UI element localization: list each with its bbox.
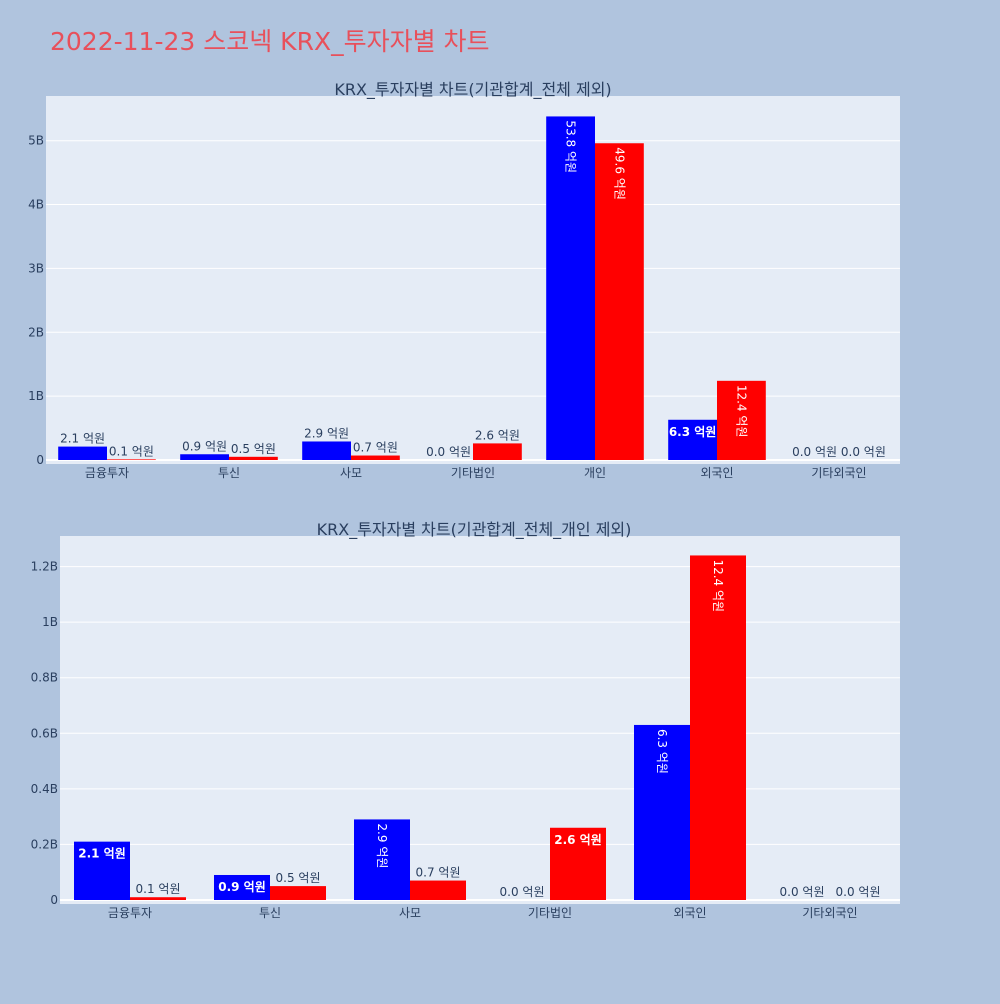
x-tick-label: 금융투자 [85,466,129,480]
x-tick-label: 개인 [584,466,606,480]
data-label: 0.1 억원 [136,882,181,896]
y-tick-label: 1.2B [31,560,58,574]
bar[interactable] [546,116,595,460]
x-tick-label: 기타외국인 [811,466,866,480]
x-tick-label: 사모 [399,906,421,920]
plot-area [60,536,900,904]
data-label: 12.4 억원 [711,559,725,612]
y-tick-label: 0 [36,453,44,467]
bar[interactable] [107,459,156,460]
bar[interactable] [473,443,522,460]
bar[interactable] [302,441,351,460]
bar[interactable] [595,143,644,460]
data-label: 12.4 억원 [734,385,748,438]
data-label: 0.0 억원 [780,885,825,899]
bar[interactable] [214,874,270,900]
y-tick-label: 1B [42,615,58,629]
data-label: 0.0 억원 [426,445,471,459]
x-tick-label: 사모 [340,466,362,480]
bar[interactable] [229,456,278,460]
x-tick-label: 외국인 [673,906,706,920]
y-tick-label: 4B [28,198,44,212]
data-label: 2.6 억원 [554,833,602,847]
y-tick-label: 0.8B [31,671,58,685]
y-tick-label: 3B [28,261,44,275]
y-tick-label: 0 [50,893,58,907]
bar[interactable] [74,841,130,900]
bar[interactable] [354,819,410,900]
bar[interactable] [550,827,606,900]
data-label: 0.7 억원 [353,441,398,455]
plot-area [46,96,900,464]
chart-1: KRX_투자자별 차트(기관합계_전체 제외) 0 1B 2B 3B 4B 5B 금융투자 투… [28,80,900,480]
x-tick-label: 투신 [218,466,240,480]
chart-title: KRX_투자자별 차트(기관합계_전체_개인 제외) [317,520,632,540]
bar[interactable] [668,419,717,460]
page-title: 2022-11-23 스코넥 KRX_투자자별 차트 [50,27,490,56]
bar[interactable] [410,880,466,900]
data-label: 2.9 억원 [375,823,389,868]
data-label: 0.0 억원 [836,885,881,899]
chart-2: KRX_투자자별 차트(기관합계_전체_개인 제외) 0 0.2B 0.4B 0.6B… [31,520,900,920]
bar[interactable] [717,380,766,460]
data-label: 0.5 억원 [276,871,321,885]
y-tick-label: 1B [28,389,44,403]
bar[interactable] [690,555,746,900]
data-label: 0.0 억원 [841,445,886,459]
x-tick-label: 기타법인 [528,906,572,920]
bar[interactable] [351,455,400,460]
y-tick-label: 5B [28,134,44,148]
data-label: 2.1 억원 [60,432,105,446]
x-tick-label: 투신 [259,906,281,920]
bar[interactable] [634,724,690,900]
chart-title: KRX_투자자별 차트(기관합계_전체 제외) [334,80,611,100]
bar[interactable] [270,886,326,900]
bar[interactable] [130,897,186,900]
data-label: 49.6 억원 [612,147,626,200]
data-label: 2.6 억원 [475,428,520,442]
bar[interactable] [58,446,107,460]
y-tick-label: 0.2B [31,837,58,851]
bar[interactable] [180,454,229,460]
data-label: 0.7 억원 [416,866,461,880]
y-tick-label: 2B [28,325,44,339]
data-label: 0.5 억원 [231,442,276,456]
data-label: 6.3 억원 [669,425,717,439]
data-label: 53.8 억원 [564,120,578,173]
data-label: 0.0 억원 [792,445,837,459]
y-tick-label: 0.6B [31,726,58,740]
x-tick-label: 외국인 [700,466,733,480]
data-label: 0.0 억원 [500,885,545,899]
data-label: 0.1 억원 [109,444,154,458]
data-label: 6.3 억원 [655,729,669,774]
data-label: 0.9 억원 [218,880,266,894]
x-tick-label: 기타외국인 [802,906,857,920]
data-label: 2.1 억원 [78,847,126,861]
x-tick-label: 금융투자 [108,906,152,920]
data-label: 2.9 억원 [304,426,349,440]
y-tick-label: 0.4B [31,782,58,796]
data-label: 0.9 억원 [182,439,227,453]
x-tick-label: 기타법인 [451,466,495,480]
